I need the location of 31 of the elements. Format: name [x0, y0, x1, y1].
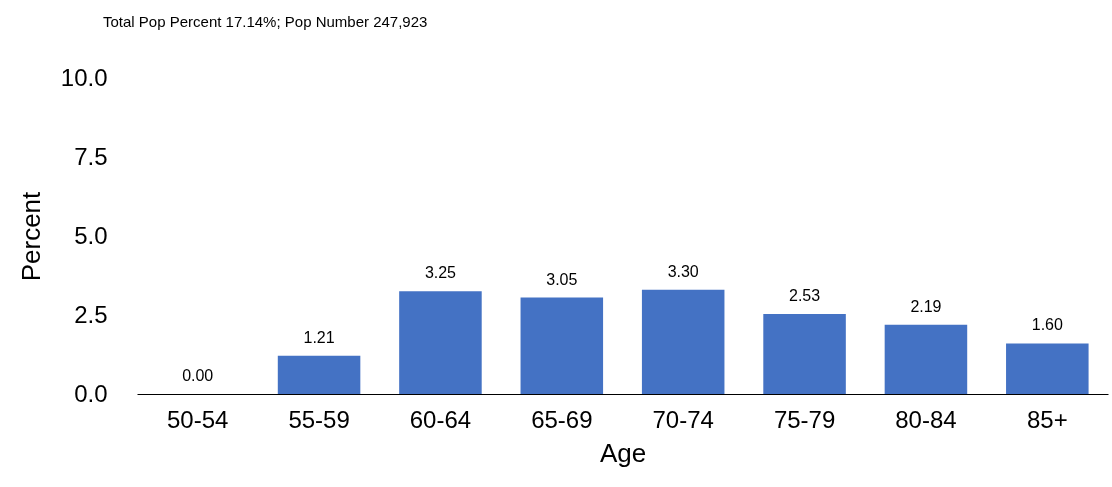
bar [884, 324, 968, 394]
y-tick-label: 7.5 [74, 142, 108, 170]
data-label: 3.25 [424, 264, 457, 282]
data-label: 1.60 [1031, 316, 1063, 334]
data-label: 3.30 [667, 262, 699, 280]
data-label: 3.05 [546, 270, 578, 288]
x-axis-title: Age [599, 437, 647, 468]
bar [1006, 343, 1089, 394]
y-tick-label: 10.0 [60, 63, 108, 91]
data-label: 0.00 [182, 367, 214, 384]
x-tick-label: 50-54 [166, 405, 229, 433]
bar [399, 291, 482, 394]
x-tick-label: 60-64 [409, 405, 472, 433]
x-tick-label: 85+ [1026, 405, 1068, 433]
bar [520, 297, 604, 394]
chart-title: Total Pop Percent 17.14%; Pop Number 247,923 [103, 13, 428, 30]
y-tick-label: 2.5 [74, 300, 108, 328]
x-tick-label: 80-84 [895, 405, 957, 433]
x-tick-label: 65-69 [531, 405, 593, 433]
data-label: 2.53 [788, 287, 821, 305]
data-label: 2.19 [910, 297, 942, 315]
bar [277, 355, 361, 394]
data-label: 1.21 [303, 328, 335, 346]
bar [763, 314, 846, 394]
x-tick-label: 75-79 [773, 405, 836, 433]
y-tick-label: 0.0 [74, 379, 108, 407]
y-axis-title: Percent [15, 190, 46, 282]
x-tick-label: 70-74 [652, 405, 714, 433]
x-tick-label: 55-59 [288, 405, 350, 433]
y-tick-label: 5.0 [74, 221, 108, 249]
bar [641, 289, 725, 394]
